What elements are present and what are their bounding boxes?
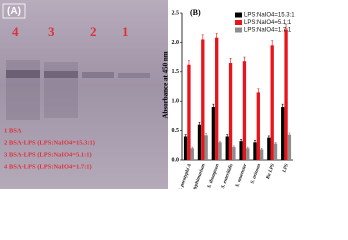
bar: [267, 137, 271, 160]
legend-label: LPS:NaIO4=5.1:1: [244, 20, 292, 26]
bar: [215, 37, 219, 160]
gel-band: [6, 70, 40, 78]
gel-panel: (A) 4 3 2 1 1 BSA 2 BSA-LPS (LPS:NaIO4=1…: [0, 0, 168, 189]
error-bar: [240, 139, 243, 144]
bar: [281, 107, 285, 160]
gel-band: [118, 73, 150, 78]
bar: [218, 142, 222, 160]
bar: [225, 136, 229, 160]
y-tick-label: 1.0: [172, 99, 180, 105]
figure: (A) 4 3 2 1 1 BSA 2 BSA-LPS (LPS:NaIO4=1…: [0, 0, 296, 189]
legend-label: LPS:NaIO4=15.3:1: [244, 13, 295, 19]
error-bar: [253, 140, 256, 145]
gel-band: [44, 71, 78, 78]
x-tick-label: Ra LPS: [266, 163, 276, 180]
bar: [287, 134, 292, 160]
bar: [232, 147, 236, 160]
lane-label: 2: [90, 24, 97, 39]
bar: [201, 39, 205, 160]
bar: [270, 45, 274, 161]
legend-swatch: [235, 27, 242, 33]
lane-label: 4: [12, 24, 19, 39]
error-bar: [184, 134, 187, 139]
error-bar: [285, 24, 288, 35]
lane-label: 3: [48, 24, 55, 39]
lane-label: 1: [122, 24, 129, 39]
bar: [242, 61, 247, 160]
y-tick-label: 0.5: [172, 128, 180, 134]
bar: [228, 62, 233, 161]
error-bar: [229, 57, 232, 68]
error-bar: [281, 103, 284, 111]
bar: [253, 142, 257, 160]
gel-band: [82, 72, 114, 78]
error-bar: [288, 132, 291, 137]
bar: [183, 136, 188, 160]
gel-background: [0, 0, 168, 189]
x-tick-label: S. arizona: [250, 163, 262, 185]
y-tick-label: 2.0: [172, 40, 180, 46]
x-tick-label: S. muenster: [235, 163, 248, 188]
bar: [211, 107, 216, 160]
x-tick-label: S. thompson: [207, 163, 221, 189]
chart-title: (B): [190, 8, 201, 17]
error-bar: [212, 103, 215, 111]
error-bar: [267, 135, 270, 140]
error-bar: [243, 56, 246, 66]
gel-legend: 3 BSA-LPS (LPS:NaIO4=5.1:1): [4, 151, 92, 158]
label-box: [2, 3, 26, 19]
x-tick-label: S. enteritidis: [221, 163, 235, 189]
bar: [204, 135, 208, 160]
legend-swatch: [235, 12, 242, 18]
x-tick-label: LPS: [282, 163, 290, 174]
gel-legend: 1 BSA: [4, 127, 22, 134]
bar: [197, 124, 202, 160]
bar: [187, 64, 191, 160]
error-bar: [198, 122, 201, 128]
x-tick-label: S. typhimurium: [191, 163, 207, 189]
y-tick-label: 1.5: [172, 69, 180, 75]
bar: [256, 92, 260, 160]
gel-smear: [44, 62, 78, 118]
x-tick-label: S. paratyphi A: [178, 163, 193, 189]
error-bar: [257, 88, 260, 97]
panel-label: (A): [7, 6, 21, 17]
bar: [239, 141, 243, 160]
bar: [284, 29, 288, 160]
gel-smear: [6, 60, 40, 120]
y-tick-label: 0.0: [172, 157, 180, 163]
error-bar: [226, 134, 229, 139]
y-axis-label: Absorbance at 450 nm: [162, 51, 170, 118]
error-bar: [191, 146, 194, 150]
error-bar: [219, 140, 222, 144]
error-bar: [187, 60, 190, 70]
error-bar: [271, 40, 274, 51]
error-bar: [201, 34, 204, 45]
gel-legend: 4 BSA-LPS (LPS:NaIO4=1.7:1): [4, 163, 92, 170]
error-bar: [274, 142, 277, 146]
error-bar: [232, 145, 235, 149]
bar: [190, 148, 194, 160]
bar-chart: (B) Absorbance at 450 nm 0.0 0.5 1.0 1.5 2.0…: [162, 8, 296, 189]
error-bar: [205, 133, 208, 138]
bar: [246, 148, 250, 160]
legend-swatch: [235, 20, 242, 25]
error-bar: [215, 33, 218, 43]
legend-label: LPS:NaIO4=1.7:1: [244, 28, 292, 34]
bar: [273, 143, 278, 160]
error-bar: [260, 147, 263, 151]
gel-legend: 2 BSA-LPS (LPS:NaIO4=15.3:1): [4, 139, 95, 146]
error-bar: [246, 146, 249, 150]
bar: [259, 149, 264, 160]
y-tick-label: 2.5: [172, 10, 180, 16]
